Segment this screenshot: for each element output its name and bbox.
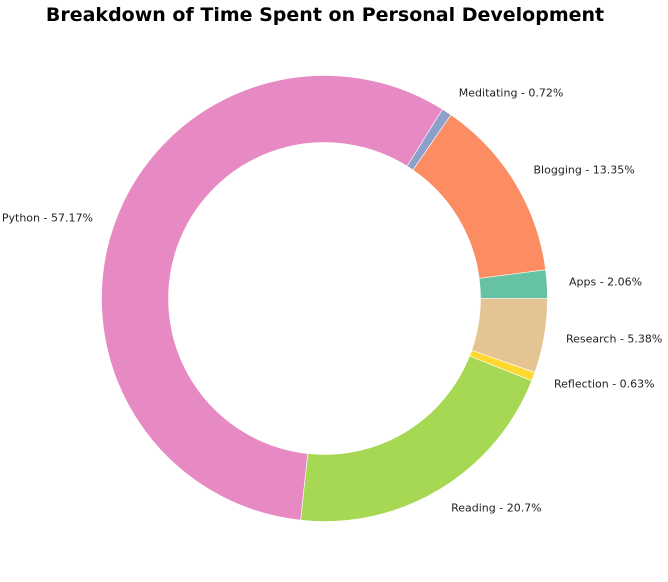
label-research: Research - 5.38% [566, 333, 662, 346]
slice-group [101, 75, 548, 522]
slice-reading [300, 355, 533, 522]
label-meditating: Meditating - 0.72% [459, 87, 564, 100]
label-apps: Apps - 2.06% [569, 276, 642, 289]
label-python: Python - 57.17% [2, 212, 93, 225]
label-reading: Reading - 20.7% [451, 501, 542, 514]
slice-python [101, 75, 443, 521]
chart-title: Breakdown of Time Spent on Personal Deve… [45, 4, 605, 26]
label-blogging: Blogging - 13.35% [534, 164, 635, 177]
slice-research [471, 298, 548, 373]
label-reflection: Reflection - 0.63% [554, 377, 655, 390]
label-group: Apps - 2.06% Blogging - 13.35% Meditating … [2, 87, 663, 515]
